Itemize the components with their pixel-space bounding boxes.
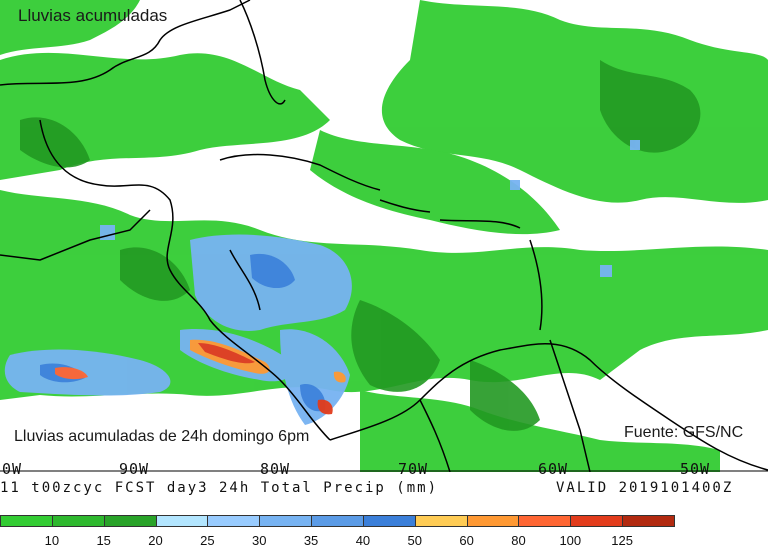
- map-caption: Lluvias acumuladas de 24h domingo 6pm: [14, 428, 310, 445]
- legend-swatch: [570, 515, 624, 527]
- legend-swatch: [103, 515, 157, 527]
- legend-swatch: [155, 515, 209, 527]
- forecast-header-strip: 0W 90W 80W 70W 60W 50W 11 t00zcyc FCST d…: [0, 460, 768, 502]
- precip-heavy: [55, 339, 346, 415]
- longitude-label: 70W: [398, 460, 429, 478]
- longitude-label: 0W: [2, 460, 23, 478]
- legend-swatch: [414, 515, 468, 527]
- coastlines: [0, 0, 768, 472]
- legend-swatch: [207, 515, 261, 527]
- longitude-label: 50W: [680, 460, 711, 478]
- forecast-description: 11 t00zcyc FCST day3 24h Total Precip (m…: [0, 480, 439, 496]
- legend-swatch: [622, 515, 675, 527]
- precipitation-map: [0, 0, 768, 472]
- precip-legend: 10 15 20 25 30 35 40 50 60 80 100 125: [0, 515, 768, 553]
- legend-swatch: [51, 515, 105, 527]
- legend-tick-label: 35: [303, 533, 319, 548]
- legend-swatch: [0, 515, 53, 527]
- legend-tick-label: 25: [200, 533, 215, 548]
- longitude-label: 90W: [119, 460, 150, 478]
- legend-tick-label: 80: [511, 533, 526, 548]
- legend-swatch: [466, 515, 520, 527]
- legend-tick-label: 40: [355, 533, 371, 548]
- precip-green-dark: [20, 60, 701, 431]
- map-title: Lluvias acumuladas: [18, 6, 168, 25]
- legend-tick-label: 60: [459, 533, 474, 548]
- legend-swatch: [362, 515, 416, 527]
- longitude-label: 80W: [260, 460, 291, 478]
- source-label: Fuente: GFS/NC: [624, 424, 744, 441]
- legend-tick-label: 20: [148, 533, 163, 548]
- legend-tick-label: 15: [96, 533, 111, 548]
- legend-tick-label: 10: [44, 533, 60, 548]
- legend-swatch: [518, 515, 572, 527]
- legend-tick-label: 50: [407, 533, 422, 548]
- legend-tick-label: 30: [251, 533, 267, 548]
- legend-swatch: [259, 515, 313, 527]
- valid-time: VALID 2019101400Z: [556, 480, 734, 496]
- legend-swatch: [311, 515, 364, 527]
- longitude-label: 60W: [538, 460, 569, 478]
- legend-tick-label: 100: [559, 533, 582, 548]
- legend-tick-label: 125: [611, 533, 633, 548]
